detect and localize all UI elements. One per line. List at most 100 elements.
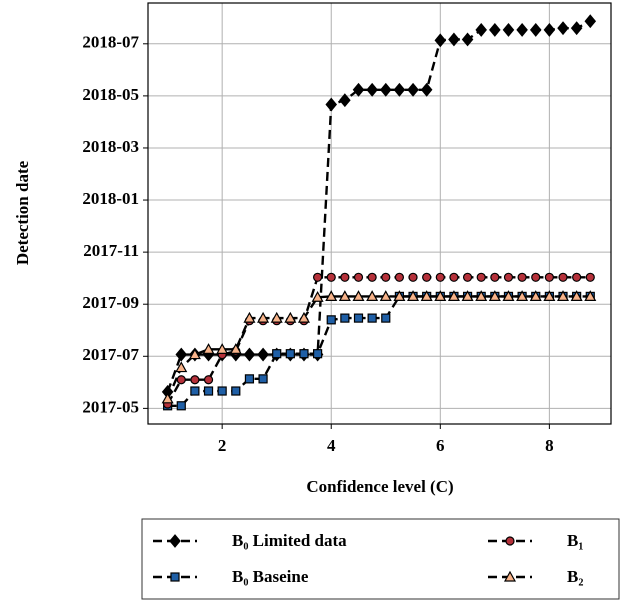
marker — [366, 290, 379, 301]
marker — [488, 290, 501, 301]
marker — [502, 290, 515, 301]
marker — [408, 272, 418, 282]
marker — [435, 272, 445, 282]
series-line — [166, 20, 591, 393]
marker — [366, 82, 378, 97]
marker — [313, 349, 323, 359]
marker — [202, 343, 215, 354]
legend-marker — [169, 534, 181, 548]
y-axis-label: Detection date — [13, 160, 32, 265]
marker — [529, 22, 542, 37]
marker — [243, 311, 256, 323]
marker — [449, 272, 459, 282]
series-line — [166, 295, 591, 400]
marker — [297, 311, 310, 323]
marker — [584, 14, 597, 29]
x-tick-label: 4 — [327, 436, 336, 455]
marker — [340, 313, 350, 323]
marker — [258, 374, 268, 384]
marker — [503, 272, 514, 282]
marker — [447, 290, 460, 301]
marker — [420, 82, 433, 97]
marker — [176, 401, 186, 411]
marker — [434, 290, 447, 301]
marker — [203, 386, 214, 396]
marker — [231, 386, 241, 396]
marker — [475, 22, 487, 37]
marker — [476, 272, 486, 282]
marker — [352, 82, 365, 97]
marker — [257, 311, 270, 323]
marker — [325, 290, 338, 301]
marker — [381, 313, 391, 323]
marker — [584, 290, 597, 301]
marker — [461, 290, 474, 301]
marker — [229, 343, 242, 354]
marker — [338, 290, 351, 301]
marker — [502, 22, 515, 37]
legend-label: B₀ Limited data — [232, 531, 347, 550]
marker — [393, 290, 406, 301]
legend-label: B₁ — [567, 531, 583, 550]
marker — [339, 93, 351, 108]
marker — [175, 347, 188, 362]
marker — [543, 22, 556, 37]
x-axis-label: Confidence level (C) — [306, 477, 453, 496]
y-tick-label: 2017-11 — [83, 241, 139, 260]
marker — [517, 272, 527, 282]
marker — [285, 349, 295, 359]
marker — [462, 272, 473, 282]
marker — [422, 272, 432, 282]
marker — [257, 347, 269, 362]
legend-marker — [170, 572, 180, 582]
marker — [558, 272, 568, 282]
y-tick-label: 2017-09 — [82, 293, 139, 312]
marker — [244, 374, 255, 384]
y-tick-label: 2018-03 — [82, 137, 139, 156]
marker — [243, 347, 256, 362]
marker — [176, 375, 186, 385]
marker — [299, 349, 309, 359]
marker — [434, 33, 447, 48]
marker — [394, 272, 405, 282]
legend-marker — [505, 536, 515, 546]
marker — [475, 290, 488, 301]
marker — [557, 21, 569, 36]
marker — [379, 82, 392, 97]
marker — [367, 313, 377, 323]
marker — [353, 272, 364, 282]
marker — [381, 272, 391, 282]
marker — [448, 32, 460, 47]
marker — [313, 272, 323, 282]
plot-frame — [147, 2, 612, 425]
legend-box — [141, 518, 620, 600]
marker — [570, 21, 583, 36]
marker — [188, 348, 201, 360]
marker — [326, 315, 336, 325]
marker — [352, 290, 365, 301]
marker — [543, 290, 556, 301]
marker — [489, 22, 501, 37]
marker — [203, 375, 214, 385]
legend-marker — [503, 570, 517, 582]
marker — [461, 32, 474, 47]
marker — [284, 311, 297, 323]
x-tick-label: 8 — [545, 436, 554, 455]
marker — [217, 386, 227, 396]
marker — [325, 97, 338, 112]
x-tick-label: 6 — [436, 436, 445, 455]
marker — [326, 272, 336, 282]
marker — [379, 290, 392, 301]
marker — [190, 375, 200, 385]
marker — [270, 311, 283, 323]
marker — [420, 290, 433, 301]
marker — [190, 386, 200, 396]
marker — [490, 272, 500, 282]
legend-label: B₂ — [567, 567, 583, 586]
marker — [531, 272, 541, 282]
x-tick-label: 2 — [218, 436, 227, 455]
marker — [353, 313, 364, 323]
marker — [216, 343, 229, 354]
marker — [407, 82, 419, 97]
y-tick-label: 2017-05 — [82, 397, 139, 416]
